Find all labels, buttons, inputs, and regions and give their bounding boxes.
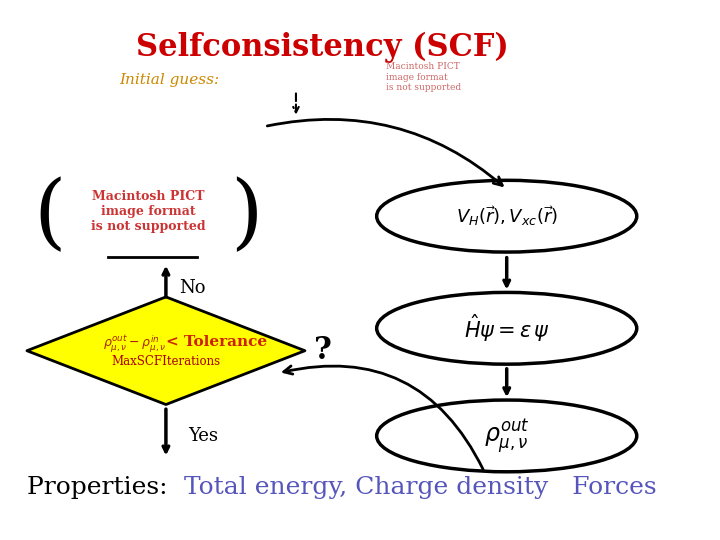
Ellipse shape	[377, 180, 636, 252]
Text: Initial guess:: Initial guess:	[120, 73, 220, 87]
Text: Properties:: Properties:	[27, 476, 176, 498]
Text: $\hat{H}\psi = \varepsilon\,\psi$: $\hat{H}\psi = \varepsilon\,\psi$	[464, 313, 549, 344]
Text: Selfconsistency (SCF): Selfconsistency (SCF)	[137, 32, 509, 63]
Text: (: (	[33, 176, 66, 256]
Polygon shape	[27, 297, 305, 404]
Text: $\rho^{out}_{\mu,\nu}$: $\rho^{out}_{\mu,\nu}$	[484, 417, 530, 455]
Text: Total energy, Charge density   Forces: Total energy, Charge density Forces	[184, 476, 657, 498]
Text: Macintosh PICT
image format
is not supported: Macintosh PICT image format is not suppo…	[91, 190, 205, 233]
Text: Yes: Yes	[189, 427, 218, 445]
Text: ): )	[230, 176, 263, 256]
FancyArrowPatch shape	[284, 366, 483, 469]
Ellipse shape	[377, 293, 636, 364]
Text: MaxSCFIterations: MaxSCFIterations	[112, 355, 220, 368]
Text: < Tolerance: < Tolerance	[166, 335, 268, 349]
Text: $V_{H}(\vec{r}),V_{xc}(\vec{r})$: $V_{H}(\vec{r}),V_{xc}(\vec{r})$	[456, 204, 558, 228]
Text: ?: ?	[314, 335, 332, 366]
Text: Macintosh PICT
image format
is not supported: Macintosh PICT image format is not suppo…	[386, 62, 461, 92]
FancyArrowPatch shape	[267, 119, 503, 185]
Text: No: No	[179, 279, 206, 297]
Text: $\rho^{out}_{\mu,\nu} - \rho^{in}_{\mu,\nu}$: $\rho^{out}_{\mu,\nu} - \rho^{in}_{\mu,\…	[103, 334, 166, 355]
Ellipse shape	[377, 400, 636, 472]
